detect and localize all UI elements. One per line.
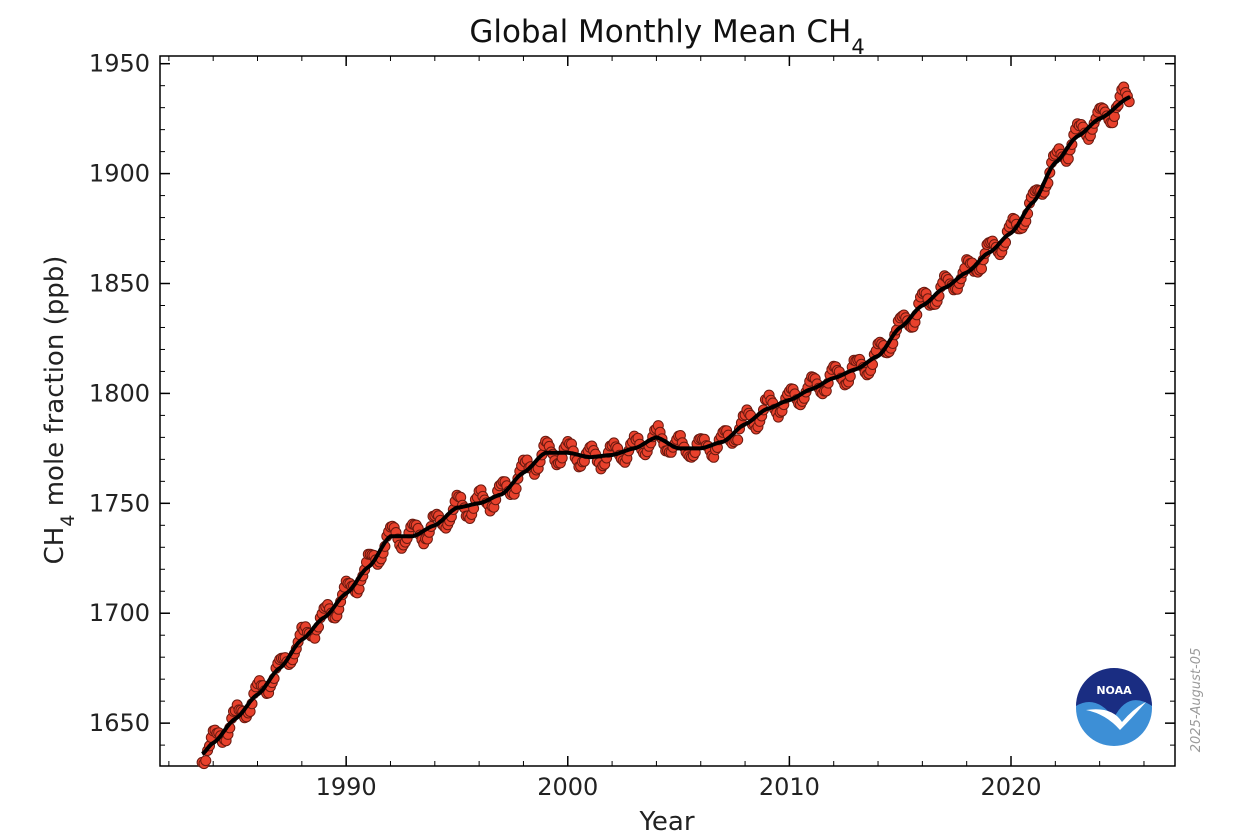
x-tick-label: 2020 <box>980 773 1041 801</box>
data-point <box>732 434 744 446</box>
x-tick-label: 1990 <box>316 773 377 801</box>
date-stamp: 2025-August-05 <box>1189 648 1204 753</box>
y-tick-label: 1850 <box>89 270 150 298</box>
y-tick-label: 1650 <box>89 709 150 737</box>
y-tick-label: 1700 <box>89 599 150 627</box>
y-tick-label: 1900 <box>89 160 150 188</box>
data-point <box>200 755 212 767</box>
plot-area <box>159 55 1176 767</box>
x-tick-label: 2010 <box>759 773 820 801</box>
chart-title: Global Monthly Mean CH4 <box>469 14 864 59</box>
y-axis-title: CH4 mole fraction (ppb) <box>40 256 79 565</box>
noaa-logo: NOAA <box>1076 668 1152 746</box>
y-tick-label: 1750 <box>89 489 150 517</box>
svg-text:NOAA: NOAA <box>1096 684 1132 697</box>
x-axis-title: Year <box>638 807 694 837</box>
y-tick-label: 1800 <box>89 379 150 407</box>
axis-ticks: 1990 2000 2010 2020 1650 1700 1750 1800 1850 1900… <box>89 50 1175 801</box>
trend-line <box>201 95 1131 756</box>
y-tick-label: 1950 <box>89 50 150 78</box>
x-tick-label: 2000 <box>537 773 598 801</box>
